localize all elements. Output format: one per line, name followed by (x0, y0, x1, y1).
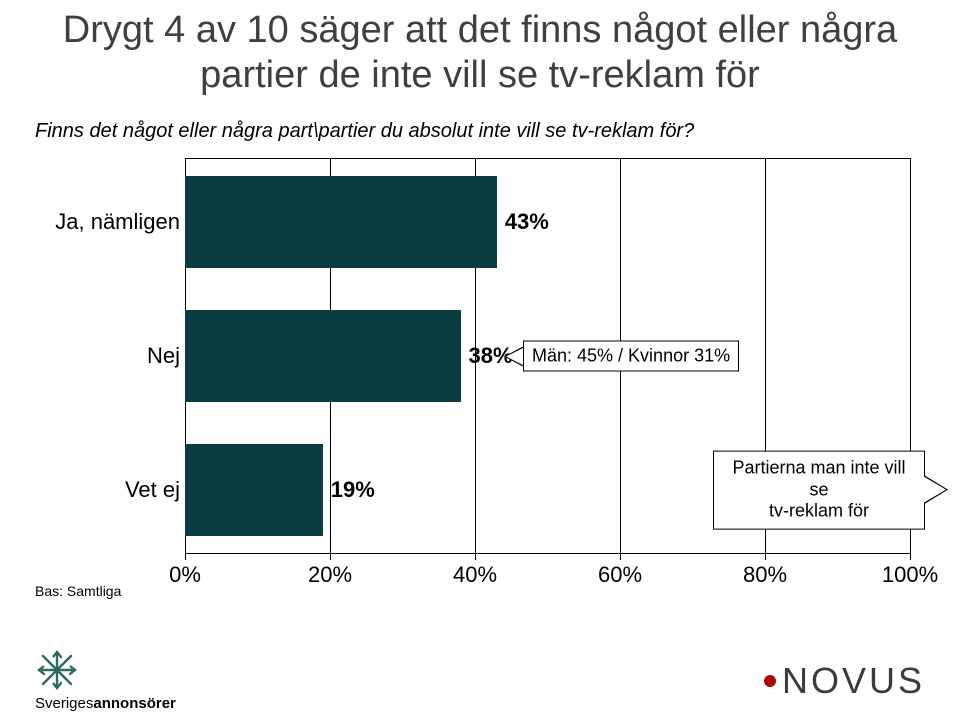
bar: 19% (185, 444, 323, 536)
callout-vetej: Partierna man inte vill se tv-reklam för (713, 451, 925, 530)
bar-label: Vet ej (125, 477, 180, 503)
axis-tick (185, 554, 186, 560)
snowflake-icon (35, 648, 176, 692)
logo-left-text: Sverigesannonsörer (35, 695, 176, 712)
logo-sverigesannonsorer: Sverigesannonsörer (35, 648, 176, 712)
callout-nej: Män: 45% / Kvinnor 31% (523, 341, 739, 372)
axis-tick-label: 80% (743, 562, 787, 588)
axis-tick (475, 554, 476, 560)
bar: 38% (185, 310, 461, 402)
callout-text-line1: Partierna man inte vill se (732, 458, 905, 500)
axis-tick-label: 60% (598, 562, 642, 588)
callout-text: Män: 45% / Kvinnor 31% (523, 341, 739, 372)
axis-tick (910, 554, 911, 560)
bar-value: 19% (323, 477, 375, 503)
callout-text-line2: tv-reklam för (769, 501, 869, 521)
bar-label: Nej (147, 343, 180, 369)
axis-tick-label: 40% (453, 562, 497, 588)
axis-tick-label: 100% (882, 562, 938, 588)
bar-row-ja: Ja, nämligen 43% (35, 176, 925, 268)
bar-label: Ja, nämligen (55, 209, 180, 235)
bar: 43% (185, 176, 497, 268)
page-title: Drygt 4 av 10 säger att det finns något … (35, 8, 925, 98)
logo-right-text: NOVUS (782, 660, 925, 701)
logo-novus: NOVUS (764, 660, 925, 702)
x-axis: 0% 20% 40% 60% 80% 100% (185, 553, 910, 599)
bar-row-nej: Nej 38% Män: 45% / Kvinnor 31% (35, 310, 925, 402)
bar-chart: Ja, nämligen 43% Nej 38% Män: 45% / Kvin… (35, 158, 925, 598)
axis-tick-label: 20% (308, 562, 352, 588)
axis-tick-label: 0% (169, 562, 201, 588)
base-note: Bas: Samtliga (35, 583, 121, 599)
page-root: Drygt 4 av 10 säger att det finns något … (0, 0, 960, 722)
bar-value: 43% (497, 209, 549, 235)
footer: Sverigesannonsörer NOVUS (0, 638, 960, 722)
dot-icon (764, 675, 776, 687)
axis-tick (620, 554, 621, 560)
axis-tick (330, 554, 331, 560)
page-subtitle: Finns det något eller några part\partier… (35, 120, 694, 143)
axis-tick (765, 554, 766, 560)
bar-row-vetej: Vet ej 19% Partierna man inte vill se tv… (35, 444, 925, 536)
